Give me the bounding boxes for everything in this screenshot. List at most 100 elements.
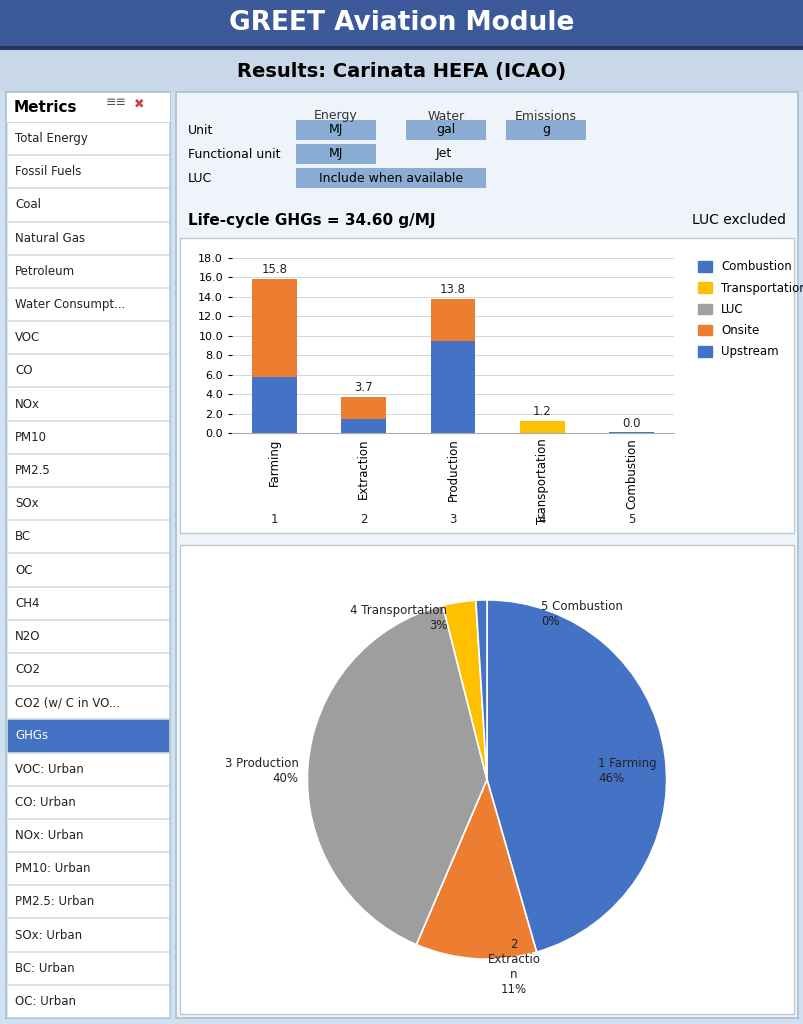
Text: NOx: Urban: NOx: Urban <box>15 829 84 842</box>
FancyBboxPatch shape <box>296 168 485 188</box>
FancyBboxPatch shape <box>7 620 169 652</box>
FancyBboxPatch shape <box>6 92 169 122</box>
Text: 13.8: 13.8 <box>439 283 466 296</box>
Text: LUC excluded: LUC excluded <box>691 213 785 227</box>
Text: BC: Urban: BC: Urban <box>15 962 75 975</box>
Legend: Combustion, Transportation, LUC, Onsite, Upstream: Combustion, Transportation, LUC, Onsite,… <box>697 260 803 358</box>
Wedge shape <box>416 779 536 959</box>
Wedge shape <box>487 600 666 952</box>
FancyBboxPatch shape <box>7 288 169 321</box>
FancyBboxPatch shape <box>7 322 169 353</box>
Text: Unit: Unit <box>188 124 213 136</box>
Text: 2
Extractio
n
11%: 2 Extractio n 11% <box>487 938 540 995</box>
FancyBboxPatch shape <box>0 50 803 92</box>
Text: VOC: Urban: VOC: Urban <box>15 763 84 775</box>
Text: Jet: Jet <box>435 147 451 161</box>
FancyBboxPatch shape <box>505 120 585 140</box>
Text: Coal: Coal <box>15 199 41 212</box>
FancyBboxPatch shape <box>7 951 169 984</box>
FancyBboxPatch shape <box>7 454 169 486</box>
Text: Energy: Energy <box>314 110 357 123</box>
FancyBboxPatch shape <box>406 120 485 140</box>
Text: CH4: CH4 <box>15 597 39 609</box>
FancyBboxPatch shape <box>180 238 793 534</box>
Text: Water Consumpt...: Water Consumpt... <box>15 298 125 311</box>
Text: Include when available: Include when available <box>319 171 463 184</box>
Text: SOx: Urban: SOx: Urban <box>15 929 82 941</box>
Bar <box>520 421 564 433</box>
Text: VOC: VOC <box>15 331 40 344</box>
Text: Life-cycle GHGs = 34.60 g/MJ: Life-cycle GHGs = 34.60 g/MJ <box>188 213 435 227</box>
FancyBboxPatch shape <box>7 819 169 851</box>
Text: gal: gal <box>436 124 455 136</box>
Text: 4: 4 <box>538 513 545 525</box>
Text: Natural Gas: Natural Gas <box>15 231 85 245</box>
FancyBboxPatch shape <box>7 156 169 187</box>
Text: Water: Water <box>427 110 464 123</box>
FancyBboxPatch shape <box>7 354 169 386</box>
Text: Fossil Fuels: Fossil Fuels <box>15 165 81 178</box>
FancyBboxPatch shape <box>7 255 169 287</box>
Text: 1 Farming
46%: 1 Farming 46% <box>597 757 656 784</box>
FancyBboxPatch shape <box>7 553 169 586</box>
FancyBboxPatch shape <box>7 188 169 220</box>
Bar <box>341 397 385 420</box>
Text: ✖: ✖ <box>134 97 145 110</box>
FancyBboxPatch shape <box>7 719 169 752</box>
Text: SOx: SOx <box>15 497 39 510</box>
Bar <box>341 420 385 433</box>
Wedge shape <box>307 605 487 944</box>
Bar <box>430 299 475 341</box>
FancyBboxPatch shape <box>7 487 169 519</box>
Text: 3 Production
40%: 3 Production 40% <box>224 757 298 784</box>
Text: Functional unit: Functional unit <box>188 147 280 161</box>
Text: g: g <box>541 124 549 136</box>
Text: 1: 1 <box>271 513 278 525</box>
FancyBboxPatch shape <box>0 46 803 50</box>
Text: OC: Urban: OC: Urban <box>15 995 76 1008</box>
Wedge shape <box>475 600 487 779</box>
Text: Total Energy: Total Energy <box>15 132 88 145</box>
FancyBboxPatch shape <box>7 221 169 254</box>
Text: CO2: CO2 <box>15 664 40 676</box>
Text: 2: 2 <box>360 513 367 525</box>
Text: N2O: N2O <box>15 630 40 643</box>
Text: GREET Aviation Module: GREET Aviation Module <box>229 10 574 36</box>
Text: PM2.5: Urban: PM2.5: Urban <box>15 895 94 908</box>
Text: 1.2: 1.2 <box>532 406 551 419</box>
FancyBboxPatch shape <box>7 653 169 685</box>
Text: Metrics: Metrics <box>14 99 77 115</box>
Text: Emissions: Emissions <box>515 110 577 123</box>
Text: 5: 5 <box>627 513 634 525</box>
Text: NOx: NOx <box>15 397 40 411</box>
Text: 5 Combustion
0%: 5 Combustion 0% <box>540 600 622 629</box>
Text: Petroleum: Petroleum <box>15 265 75 278</box>
FancyBboxPatch shape <box>7 421 169 453</box>
Text: LUC: LUC <box>188 171 212 184</box>
FancyBboxPatch shape <box>7 919 169 950</box>
Text: 4 Transportation
3%: 4 Transportation 3% <box>350 604 447 632</box>
FancyBboxPatch shape <box>7 753 169 784</box>
FancyBboxPatch shape <box>7 886 169 918</box>
FancyBboxPatch shape <box>296 120 376 140</box>
Text: 15.8: 15.8 <box>261 263 287 276</box>
FancyBboxPatch shape <box>7 785 169 818</box>
Text: CO2 (w/ C in VO...: CO2 (w/ C in VO... <box>15 696 120 710</box>
Bar <box>252 377 296 433</box>
Wedge shape <box>442 600 487 779</box>
Text: PM2.5: PM2.5 <box>15 464 51 477</box>
Bar <box>252 280 296 377</box>
Text: PM10: Urban: PM10: Urban <box>15 862 91 876</box>
FancyBboxPatch shape <box>7 387 169 420</box>
Text: 3: 3 <box>449 513 456 525</box>
Text: MJ: MJ <box>328 147 343 161</box>
Text: CO: CO <box>15 365 32 378</box>
Text: OC: OC <box>15 563 32 577</box>
FancyBboxPatch shape <box>7 985 169 1017</box>
FancyBboxPatch shape <box>7 686 169 718</box>
Text: 3.7: 3.7 <box>354 381 373 394</box>
FancyBboxPatch shape <box>0 0 803 46</box>
Text: 0.0: 0.0 <box>622 417 640 430</box>
Text: Results: Carinata HEFA (ICAO): Results: Carinata HEFA (ICAO) <box>237 61 566 81</box>
FancyBboxPatch shape <box>180 545 793 1014</box>
